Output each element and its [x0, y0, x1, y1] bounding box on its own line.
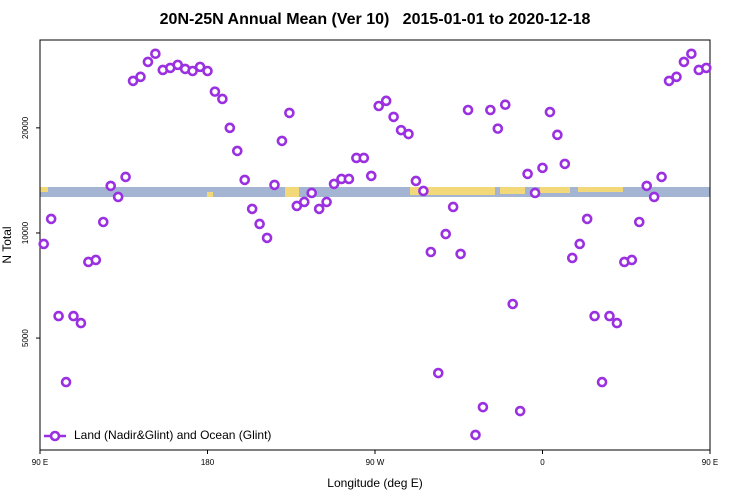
marker	[626, 254, 638, 266]
x-tick-label: 90 E	[32, 458, 48, 467]
marker	[194, 61, 206, 73]
y-tick-label: 5000	[21, 329, 30, 347]
marker	[559, 158, 571, 170]
marker	[90, 254, 102, 266]
legend-label: Land (Nadir&Glint) and Ocean (Glint)	[74, 428, 271, 442]
marker	[388, 111, 399, 123]
marker	[105, 180, 117, 192]
marker	[663, 75, 675, 87]
legend-marker	[49, 430, 61, 442]
plot-frame	[39, 39, 711, 451]
marker	[700, 62, 712, 74]
marker	[298, 196, 310, 208]
marker	[455, 248, 466, 260]
chart-title: 20N-25N Annual Mean (Ver 10) 2015-01-01 …	[160, 11, 591, 28]
marker	[269, 179, 280, 191]
x-tick-label: 90 E	[702, 458, 718, 467]
marker	[686, 48, 697, 60]
marker	[380, 95, 392, 107]
marker	[209, 86, 221, 97]
marker	[529, 187, 541, 199]
marker	[604, 310, 615, 322]
marker	[678, 56, 690, 68]
x-tick-label: 90 W	[366, 458, 385, 467]
marker	[492, 123, 504, 134]
y-tick-label: 10000	[21, 221, 30, 244]
marker	[142, 56, 154, 68]
marker	[447, 201, 459, 213]
marker	[440, 228, 452, 240]
marker	[514, 405, 526, 417]
marker	[45, 213, 57, 225]
marker	[97, 216, 109, 228]
x-axis-label: Longitude (deg E)	[327, 476, 422, 490]
marker	[537, 162, 548, 174]
marker	[373, 100, 385, 112]
marker	[135, 71, 146, 83]
marker	[589, 310, 600, 322]
marker	[432, 367, 444, 379]
marker	[261, 232, 273, 244]
marker	[224, 122, 236, 134]
marker	[552, 129, 563, 141]
marker	[648, 191, 660, 203]
marker	[172, 59, 184, 71]
marker	[239, 174, 251, 186]
marker	[68, 310, 79, 322]
marker	[60, 376, 72, 388]
marker	[403, 128, 414, 140]
y-tick-label: 20000	[21, 116, 30, 139]
marker	[75, 317, 87, 329]
marker	[343, 173, 355, 185]
marker	[321, 196, 332, 208]
marker	[38, 238, 50, 250]
marker	[410, 175, 422, 187]
marker	[418, 185, 429, 197]
marker	[581, 213, 593, 225]
marker	[611, 317, 623, 329]
marker	[477, 401, 489, 413]
marker	[217, 93, 228, 105]
marker	[246, 203, 258, 215]
x-tick-label: 180	[201, 458, 215, 467]
marker	[231, 145, 243, 157]
marker	[306, 187, 318, 199]
marker	[53, 310, 64, 322]
marker	[522, 168, 533, 180]
marker	[656, 171, 667, 183]
marker	[566, 252, 578, 264]
marker	[150, 48, 161, 60]
marker	[470, 429, 481, 441]
marker	[254, 218, 265, 230]
marker	[313, 203, 325, 215]
marker	[574, 238, 586, 250]
marker	[358, 152, 370, 164]
marker	[276, 135, 288, 147]
marker	[671, 71, 682, 83]
marker	[328, 178, 340, 190]
marker	[633, 216, 645, 228]
marker	[485, 104, 496, 116]
land-ocean-strip	[40, 187, 710, 197]
marker	[544, 106, 556, 118]
marker	[284, 107, 295, 119]
y-axis-label: N Total	[0, 226, 14, 263]
marker	[365, 170, 377, 182]
marker	[120, 171, 131, 183]
marker	[425, 246, 437, 258]
marker	[127, 75, 139, 87]
marker	[507, 298, 519, 310]
marker	[499, 99, 511, 111]
marker	[112, 191, 124, 203]
marker	[202, 65, 213, 77]
marker	[187, 65, 198, 77]
x-tick-label: 0	[540, 458, 545, 467]
marker	[596, 376, 608, 388]
marker	[462, 104, 474, 116]
marker	[641, 180, 653, 192]
